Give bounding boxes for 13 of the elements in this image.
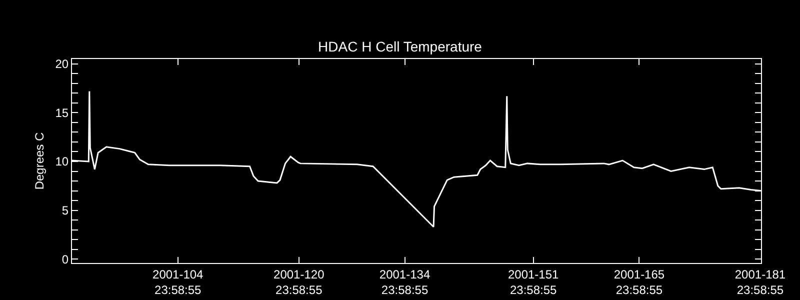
y-axis-title: Degrees C (32, 132, 47, 190)
x-tick-label: 2001-165 23:58:55 (614, 267, 665, 297)
x-tick-label: 2001-151 23:58:55 (508, 267, 560, 297)
y-tick-label: 20 (55, 57, 69, 72)
x-tick-label: 2001-134 23:58:55 (379, 267, 430, 297)
x-tick-label: 2001-104 23:58:55 (152, 267, 204, 297)
y-tick-label: 0 (62, 252, 69, 266)
y-tick-label: 15 (55, 106, 69, 120)
x-tick-label: 2001-181 23:58:55 (734, 267, 786, 297)
y-tick-label: 10 (55, 154, 69, 169)
x-tick-label: 2001-120 23:58:55 (274, 267, 325, 297)
y-tick-label: 5 (62, 203, 69, 218)
chart-title: HDAC H Cell Temperature (318, 38, 482, 54)
